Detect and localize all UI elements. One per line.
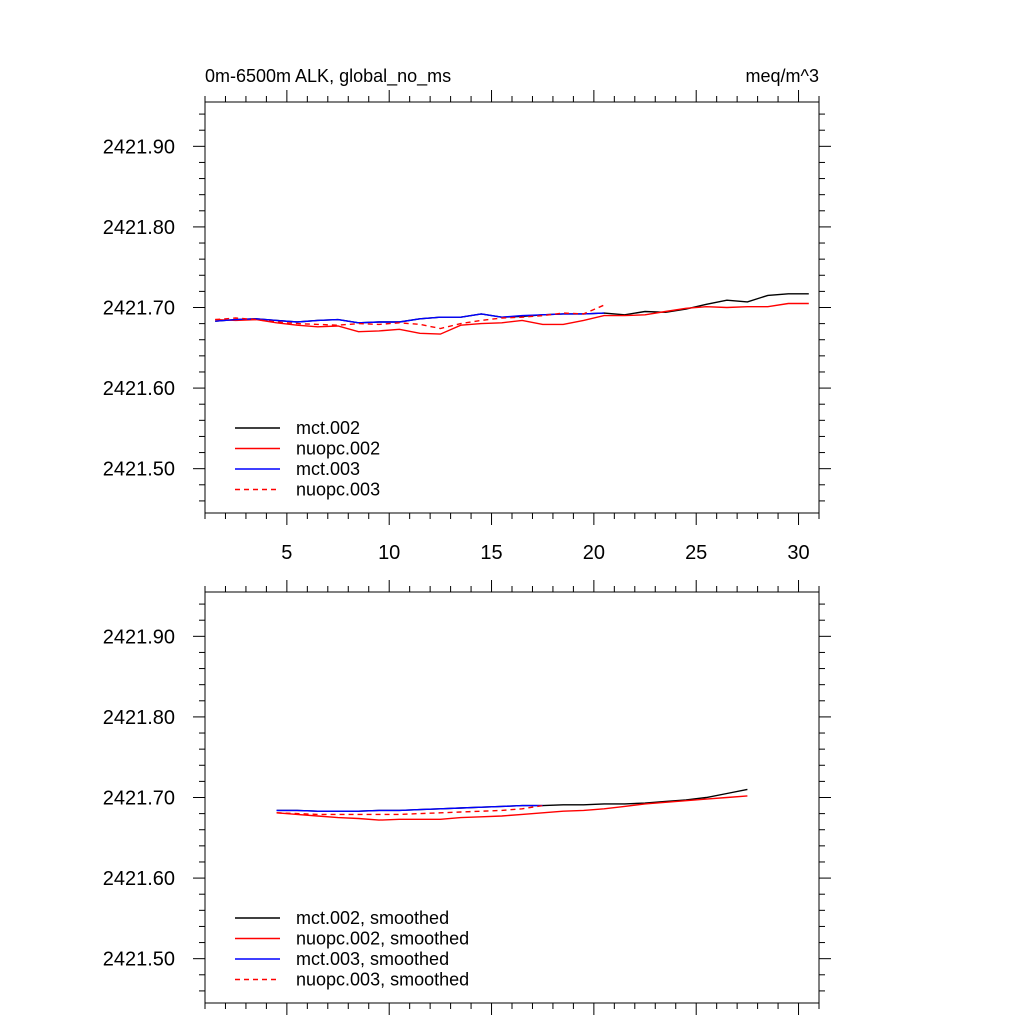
y-tick-label: 2421.70: [103, 788, 175, 810]
x-axis-ticks: [204, 580, 820, 1015]
legend-label: mct.003: [296, 459, 360, 479]
series-line-nuopc-003: [215, 304, 605, 330]
legend-label: nuopc.002: [296, 439, 380, 459]
chart-title: 0m-6500m ALK, global_no_ms: [205, 66, 451, 87]
x-tick-label: 10: [378, 542, 400, 564]
legend-label: nuopc.003: [296, 480, 380, 500]
legend-label: mct.002: [296, 418, 360, 438]
y-tick-label: 2421.90: [103, 136, 175, 158]
y-tick-label: 2421.60: [103, 378, 175, 400]
y-tick-label: 2421.80: [103, 707, 175, 729]
y-axis-ticks: [193, 603, 831, 992]
chart-panel-1: 0m-6500m ALK, global_no_ms meq/m^3 5 10 15 20…: [103, 66, 831, 564]
units-label: meq/m^3: [746, 66, 819, 86]
y-tick-label: 2421.50: [103, 949, 175, 971]
y-tick-label: 2421.50: [103, 459, 175, 481]
y-tick-label: 2421.90: [103, 626, 175, 648]
legend-label: mct.002, smoothed: [296, 908, 449, 928]
legend-label: nuopc.003, smoothed: [296, 970, 469, 990]
x-tick-label: 25: [685, 542, 707, 564]
x-tick-label: 30: [787, 542, 809, 564]
legend-label: nuopc.002, smoothed: [296, 929, 469, 949]
y-tick-label: 2421.60: [103, 868, 175, 890]
series-line-mct-003-smoothed: [276, 804, 543, 812]
series-line-mct-002-smoothed: [276, 788, 748, 812]
y-axis-ticks: [193, 113, 831, 502]
series-line-nuopc-002: [215, 302, 809, 335]
series-line-nuopc-002-smoothed: [276, 795, 748, 821]
x-tick-label: 5: [281, 542, 292, 564]
y-tick-label: 2421.80: [103, 217, 175, 239]
x-tick-label: 15: [480, 542, 502, 564]
y-tick-label: 2421.70: [103, 298, 175, 320]
x-tick-label: 20: [583, 542, 605, 564]
series-line-mct-002: [215, 293, 809, 324]
legend-label: mct.003, smoothed: [296, 949, 449, 969]
x-axis-ticks: [204, 90, 820, 525]
chart-panel-2: 2421.50 2421.60 2421.70 2421.80 2421.90 mct.0…: [103, 580, 831, 1015]
series-line-mct-003: [215, 312, 605, 324]
